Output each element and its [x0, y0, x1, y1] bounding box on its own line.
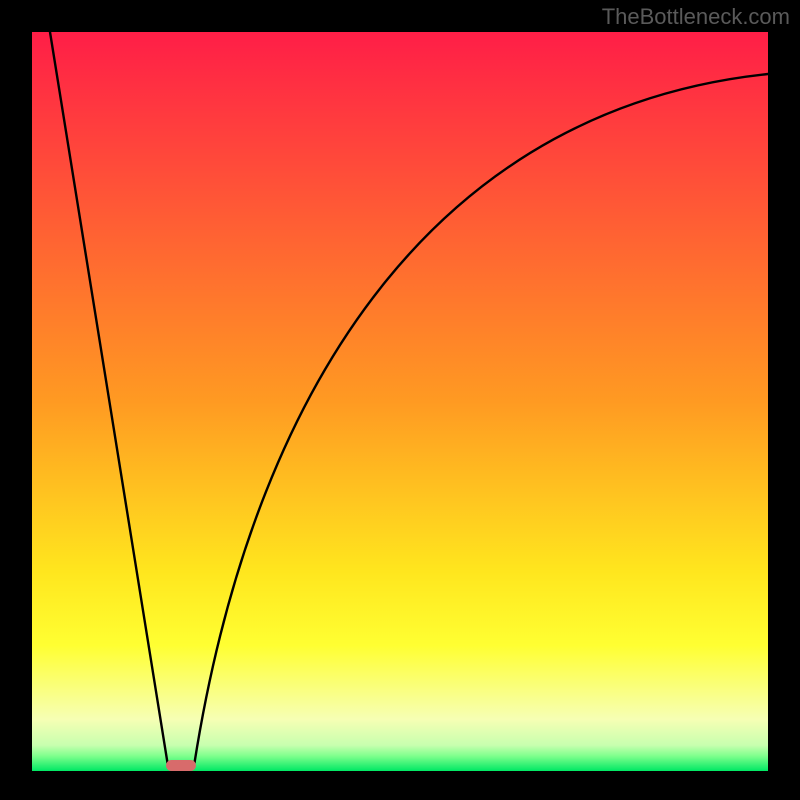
watermark-text: TheBottleneck.com	[602, 4, 790, 30]
plot-area	[32, 32, 768, 771]
chart-container: TheBottleneck.com	[0, 0, 800, 800]
optimal-point-marker	[166, 760, 196, 771]
bottleneck-curve	[32, 32, 768, 771]
